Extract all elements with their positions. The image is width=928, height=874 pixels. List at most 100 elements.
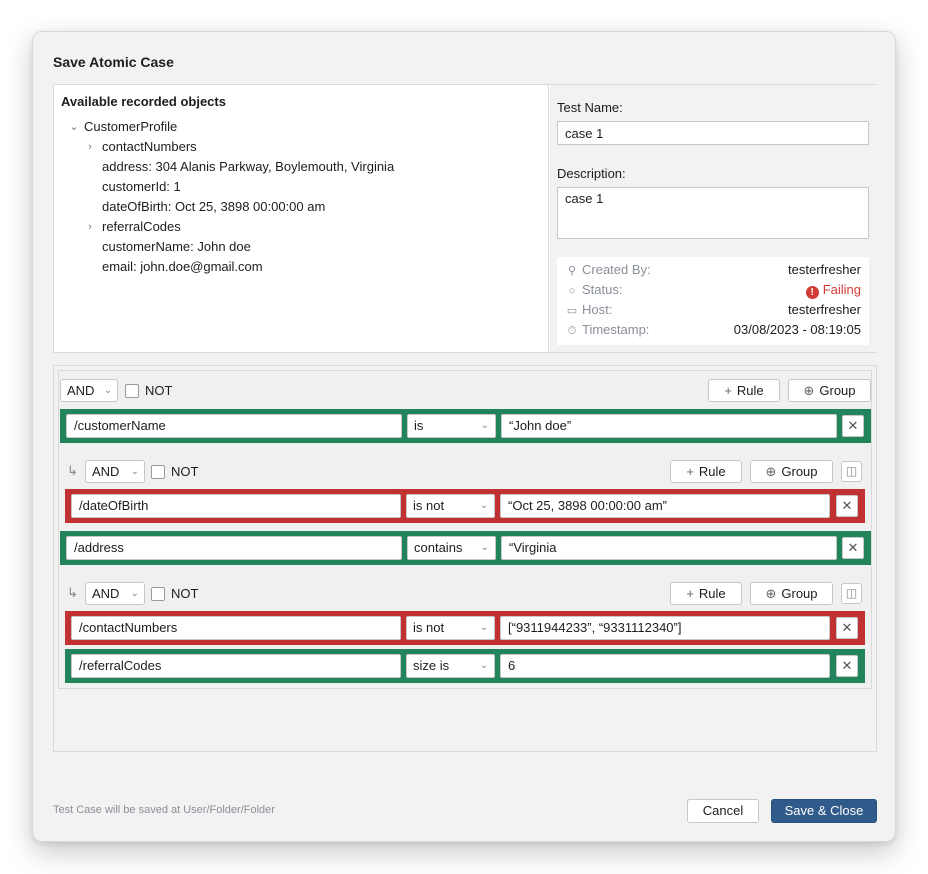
tree-item-date-of-birth[interactable]: dateOfBirth: Oct 25, 3898 00:00:00 am (54, 197, 548, 217)
remove-rule-button[interactable]: ✕ (836, 495, 858, 517)
user-icon: ⚲ (567, 265, 577, 277)
tree-item-label: address: 304 Alanis Parkway, Boylemouth,… (102, 159, 395, 174)
subgroup-2-not-label: NOT (171, 586, 199, 601)
remove-rule-button[interactable]: ✕ (842, 537, 864, 559)
rule-field-input[interactable]: /dateOfBirth (71, 494, 401, 518)
tree-item-address[interactable]: address: 304 Alanis Parkway, Boylemouth,… (54, 157, 548, 177)
chevron-down-icon: ⌄ (480, 542, 489, 553)
chevron-right-icon[interactable]: › (88, 221, 92, 233)
rule-field-input[interactable]: /customerName (66, 414, 402, 438)
test-name-input[interactable] (557, 121, 869, 145)
rule-group-root: AND ⌄ NOT + Rule ⊕ Group /customerName is ⌄ … (58, 370, 872, 689)
tree-item-referral-codes[interactable]: › referralCodes (54, 217, 548, 237)
rule-operator-select[interactable]: size is ⌄ (406, 654, 495, 678)
operator-value: contains (414, 540, 463, 555)
rule-row-date-of-birth: /dateOfBirth is not ⌄ “Oct 25, 3898 00:00… (65, 489, 865, 523)
description-label: Description: (557, 166, 626, 181)
timestamp-value: 03/08/2023 - 08:19:05 (733, 322, 861, 337)
tree-item-email[interactable]: email: john.doe@gmail.com (54, 257, 548, 277)
subgroup-1-add-rule-button[interactable]: + Rule (670, 460, 742, 483)
root-not-checkbox[interactable] (125, 384, 139, 398)
host-row: ▭ Host: testerfresher (565, 300, 861, 320)
created-by-value: testerfresher (788, 262, 861, 277)
subgroup-2-add-rule-button[interactable]: + Rule (670, 582, 742, 605)
rule-value-input[interactable]: 6 (500, 654, 830, 678)
rule-value-input[interactable]: [“9311944233”, “9331112340”] (500, 616, 830, 640)
rule-operator-select[interactable]: is not ⌄ (406, 494, 495, 518)
operator-value: size is (413, 658, 450, 673)
close-icon: ✕ (847, 418, 859, 433)
plus-circle-icon: ⊕ (765, 586, 777, 601)
add-rule-label: Rule (736, 383, 764, 398)
remove-rule-button[interactable]: ✕ (842, 415, 864, 437)
chevron-down-icon: ⌄ (479, 660, 488, 671)
save-and-close-button[interactable]: Save & Close (771, 799, 877, 823)
rule-operator-select[interactable]: contains ⌄ (407, 536, 496, 560)
root-add-group-button[interactable]: ⊕ Group (788, 379, 871, 402)
subgroup-2-not-checkbox[interactable] (151, 587, 165, 601)
combinator-value: AND (92, 586, 120, 601)
add-group-label: Group (781, 586, 818, 601)
tree-item-contact-numbers[interactable]: › contactNumbers (54, 137, 548, 157)
rule-operator-select[interactable]: is ⌄ (407, 414, 496, 438)
status-row: ○ Status: ! Failing (565, 280, 861, 300)
close-icon: ✕ (841, 658, 853, 673)
save-location-note: Test Case will be saved at User/Folder/F… (53, 804, 275, 816)
tree-item-label: email: john.doe@gmail.com (102, 259, 263, 274)
subgroup-2-add-group-button[interactable]: ⊕ Group (750, 582, 833, 605)
tree-item-customer-id[interactable]: customerId: 1 (54, 177, 548, 197)
host-label: Host: (582, 302, 613, 317)
save-atomic-case-dialog: Save Atomic Case Available recorded obje… (32, 31, 896, 842)
tree-item-label: customerName: John doe (102, 239, 251, 254)
nested-group-arrow-icon: ↳ (67, 585, 78, 600)
subgroup-1-not-label: NOT (171, 464, 199, 479)
chevron-down-icon: ⌄ (479, 622, 488, 633)
add-group-label: Group (781, 464, 818, 479)
tree-item-customer-profile[interactable]: ⌄ CustomerProfile (54, 117, 548, 137)
subgroup-2-combinator-select[interactable]: AND ⌄ (85, 582, 145, 605)
rule-row-address: /address contains ⌄ “Virginia ✕ (60, 531, 871, 565)
rule-row-customer-name: /customerName is ⌄ “John doe” ✕ (60, 409, 871, 443)
subgroup-1-not-checkbox[interactable] (151, 465, 165, 479)
status-label: Status: (582, 282, 623, 297)
subgroup-1-combinator-select[interactable]: AND ⌄ (85, 460, 145, 483)
trash-icon: ◫ (845, 586, 858, 600)
operator-value: is not (413, 498, 445, 513)
rules-panel: AND ⌄ NOT + Rule ⊕ Group /customerName is ⌄ … (53, 365, 877, 752)
close-icon: ✕ (847, 540, 859, 555)
tree-item-label: contactNumbers (102, 139, 197, 154)
object-tree: ⌄ CustomerProfile › contactNumbers addre… (54, 117, 548, 277)
root-combinator-select[interactable]: AND ⌄ (60, 379, 118, 402)
remove-rule-button[interactable]: ✕ (836, 617, 858, 639)
close-icon: ✕ (841, 620, 853, 635)
combinator-value: AND (92, 464, 120, 479)
combinator-value: AND (67, 383, 95, 398)
description-textarea[interactable]: case 1 (557, 187, 869, 239)
add-rule-label: Rule (698, 464, 726, 479)
subgroup-1-delete-button[interactable]: ◫ (841, 461, 862, 482)
chevron-right-icon[interactable]: › (88, 141, 92, 153)
cancel-button[interactable]: Cancel (687, 799, 759, 823)
plus-icon: + (686, 464, 694, 479)
rule-operator-select[interactable]: is not ⌄ (406, 616, 495, 640)
rule-value-input[interactable]: “Virginia (501, 536, 837, 560)
rule-value-input[interactable]: “John doe” (501, 414, 837, 438)
rule-field-input[interactable]: /referralCodes (71, 654, 401, 678)
root-add-rule-button[interactable]: + Rule (708, 379, 780, 402)
host-value: testerfresher (788, 302, 861, 317)
tree-item-customer-name[interactable]: customerName: John doe (54, 237, 548, 257)
remove-rule-button[interactable]: ✕ (836, 655, 858, 677)
chevron-down-icon: ⌄ (479, 500, 488, 511)
add-rule-label: Rule (698, 586, 726, 601)
chevron-down-icon: ⌄ (130, 466, 139, 477)
rule-field-input[interactable]: /contactNumbers (71, 616, 401, 640)
chevron-down-icon[interactable]: ⌄ (69, 121, 79, 133)
rule-field-input[interactable]: /address (66, 536, 402, 560)
chevron-down-icon: ⌄ (480, 420, 489, 431)
subgroup-1-add-group-button[interactable]: ⊕ Group (750, 460, 833, 483)
status-circle-icon: ○ (568, 285, 576, 297)
timestamp-label: Timestamp: (582, 322, 650, 337)
rule-value-input[interactable]: “Oct 25, 3898 00:00:00 am” (500, 494, 830, 518)
subgroup-2-delete-button[interactable]: ◫ (841, 583, 862, 604)
plus-circle-icon: ⊕ (803, 383, 815, 398)
